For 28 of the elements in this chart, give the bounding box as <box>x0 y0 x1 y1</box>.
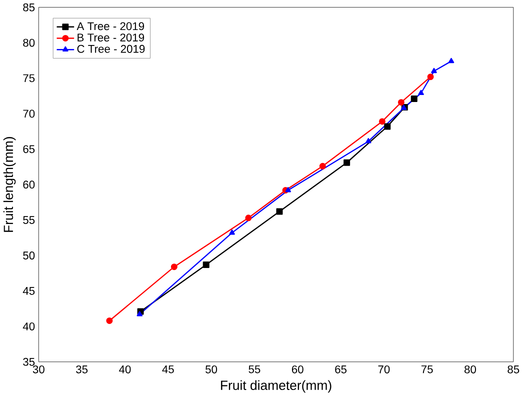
y-tick-label: 40 <box>22 322 35 330</box>
legend-label: B Tree - 2019 <box>78 34 144 42</box>
x-tick-label: 55 <box>248 365 260 374</box>
x-tick-label: 30 <box>32 365 44 374</box>
y-tick-label: 75 <box>23 74 35 82</box>
y-axis-title: Fruit length(mm) <box>3 137 16 232</box>
legend-label: C Tree - 2019 <box>77 44 145 53</box>
x-tick-label: 45 <box>162 365 174 374</box>
y-tick-label: 45 <box>22 287 35 295</box>
x-tick-label: 65 <box>335 365 346 374</box>
y-tick-label: 80 <box>23 38 35 47</box>
x-tick-label: 85 <box>508 365 520 374</box>
legend-label: A Tree - 2019 <box>76 22 144 30</box>
x-tick-label: 35 <box>76 365 88 374</box>
y-tick-label: 50 <box>23 252 35 260</box>
y-tick-label: 35 <box>23 358 35 366</box>
y-tick-label: 60 <box>23 180 35 189</box>
x-tick-label: 75 <box>421 365 433 374</box>
x-tick-label: 80 <box>464 365 476 374</box>
x-tick-label: 60 <box>292 365 304 374</box>
x-axis-title: Fruit diameter(mm) <box>221 380 332 393</box>
x-tick-label: 70 <box>378 365 390 374</box>
y-tick-label: 65 <box>23 145 35 154</box>
y-tick-label: 85 <box>23 3 35 12</box>
x-tick-label: 50 <box>206 365 218 374</box>
x-tick-label: 40 <box>119 365 131 374</box>
y-tick-label: 70 <box>23 110 35 118</box>
y-tick-label: 55 <box>23 216 35 224</box>
